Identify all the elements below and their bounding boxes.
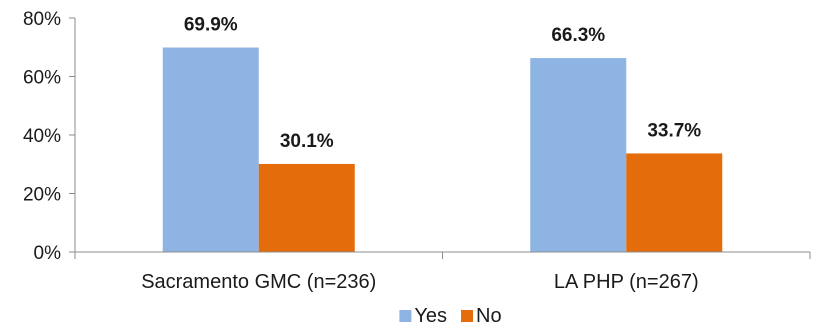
x-category-label: Sacramento GMC (n=236) xyxy=(141,271,376,293)
bar-no xyxy=(626,153,723,252)
bars: 69.9% 30.1% 66.3% 33.7% xyxy=(162,15,723,253)
legend: Yes No xyxy=(399,305,502,327)
y-axis: 0% 20% 40% 60% 80% xyxy=(23,9,76,264)
y-tick-label: 0% xyxy=(34,243,62,264)
legend-item-yes: Yes xyxy=(399,305,447,327)
legend-swatch xyxy=(461,310,474,322)
legend-label: Yes xyxy=(414,305,447,327)
y-tick-label: 60% xyxy=(23,68,61,89)
legend-swatch xyxy=(399,310,412,322)
bar-yes xyxy=(530,58,627,253)
bar-no xyxy=(258,163,355,252)
y-tick-label: 20% xyxy=(23,185,61,206)
x-axis: Sacramento GMC (n=236) LA PHP (n=267) xyxy=(74,251,811,293)
bar-yes xyxy=(162,47,259,253)
legend-label: No xyxy=(476,305,502,327)
data-label: 66.3% xyxy=(551,25,605,46)
data-label: 30.1% xyxy=(280,131,334,152)
data-label: 33.7% xyxy=(647,120,701,141)
x-category-label: LA PHP (n=267) xyxy=(554,271,699,293)
y-tick-label: 40% xyxy=(23,126,61,147)
y-tick-label: 80% xyxy=(23,9,61,30)
legend-item-no: No xyxy=(461,305,502,327)
data-label: 69.9% xyxy=(184,15,238,36)
